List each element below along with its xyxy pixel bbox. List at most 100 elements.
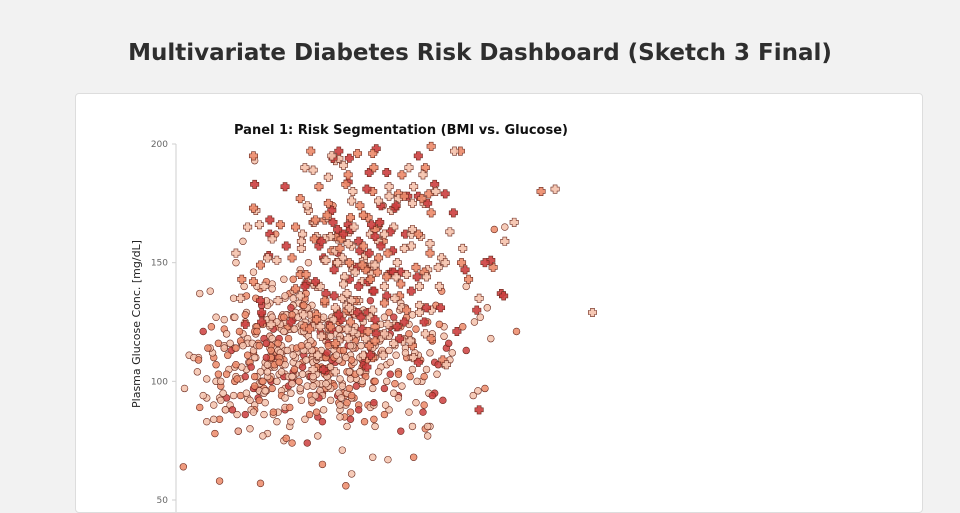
data-point-circle [304, 342, 313, 350]
data-point-circle [408, 422, 417, 431]
data-point-circle [481, 384, 489, 393]
data-point-circle [343, 422, 351, 431]
data-point-circle [386, 358, 394, 367]
data-point-circle [459, 323, 467, 331]
data-point-circle [211, 429, 219, 438]
data-point-cross [334, 310, 344, 320]
data-point-cross [281, 241, 291, 251]
data-point-circle [356, 368, 364, 376]
data-point-circle [419, 408, 427, 416]
data-point-circle [221, 406, 230, 414]
data-point-cross [323, 198, 333, 208]
data-point-cross [550, 184, 560, 194]
data-point-cross [383, 248, 393, 258]
data-point-circle [304, 258, 313, 267]
data-point-circle [420, 401, 428, 409]
data-point-cross [337, 253, 347, 263]
data-point-circle [433, 370, 441, 378]
data-point-circle [318, 460, 327, 469]
data-point-circle [483, 304, 491, 312]
data-point-cross [499, 291, 509, 301]
data-point-circle [217, 396, 225, 405]
data-point-cross [390, 293, 400, 303]
data-point-circle [408, 311, 417, 319]
data-point-circle [319, 313, 328, 321]
data-point-cross [240, 319, 250, 329]
data-point-cross [334, 146, 344, 156]
data-point-circle [397, 427, 405, 435]
data-point-circle [401, 349, 410, 357]
data-point-cross [343, 239, 353, 249]
data-point-cross [392, 322, 402, 332]
data-point-circle [423, 422, 432, 431]
data-point-circle [232, 344, 240, 352]
data-point-cross [367, 220, 377, 230]
data-point-cross [399, 243, 409, 253]
data-point-circle [267, 346, 275, 355]
data-point-cross [383, 319, 393, 329]
data-point-cross [358, 350, 368, 360]
data-point-circle [232, 258, 240, 267]
data-point-circle [243, 351, 252, 359]
data-point-cross [314, 182, 324, 192]
data-point-circle [302, 356, 310, 364]
data-point-circle [309, 372, 317, 381]
data-point-circle [440, 332, 448, 340]
data-point-circle [196, 289, 204, 298]
data-point-circle [210, 401, 218, 409]
data-point-cross [344, 303, 354, 313]
data-point-circle [370, 415, 378, 424]
data-point-circle [287, 389, 295, 397]
data-point-cross [378, 350, 388, 360]
data-point-cross [257, 317, 267, 327]
data-point-cross [441, 360, 451, 370]
data-point-circle [239, 342, 247, 350]
data-point-cross [236, 293, 246, 303]
data-point-cross [365, 274, 375, 284]
data-point-cross [342, 289, 352, 299]
data-point-circle [226, 339, 234, 348]
data-point-circle [206, 287, 214, 295]
data-point-cross [338, 279, 348, 289]
data-point-cross [411, 262, 421, 272]
data-point-circle [412, 398, 420, 407]
data-point-circle [386, 370, 394, 378]
data-point-cross [329, 291, 339, 301]
data-point-cross [374, 196, 384, 206]
data-point-cross [371, 144, 381, 154]
data-point-cross [389, 338, 399, 348]
data-point-cross [300, 281, 310, 291]
data-point-circle [246, 425, 254, 433]
data-point-cross [358, 241, 368, 251]
data-point-circle [336, 375, 344, 383]
data-point-circle [394, 370, 403, 378]
data-point-cross [341, 179, 351, 189]
data-point-circle [345, 368, 354, 376]
data-point-circle [309, 382, 317, 390]
y-tick-label: 200 [151, 140, 168, 150]
data-point-circle [462, 346, 470, 355]
data-point-cross [343, 170, 353, 180]
data-point-circle [370, 398, 378, 407]
data-point-cross [265, 215, 275, 225]
data-point-circle [179, 463, 188, 471]
data-point-cross [363, 326, 373, 336]
data-point-cross [458, 243, 468, 253]
data-point-cross [413, 151, 423, 161]
data-point-circle [220, 344, 228, 352]
data-point-cross [440, 258, 450, 268]
data-point-circle [346, 415, 355, 424]
data-point-circle [240, 282, 248, 291]
data-point-cross [357, 260, 367, 270]
y-tick-label: 50 [157, 496, 169, 506]
data-point-cross [364, 248, 374, 258]
data-point-circle [335, 325, 343, 333]
data-point-circle [371, 422, 379, 431]
data-point-cross [266, 319, 276, 329]
data-point-cross [460, 265, 470, 275]
data-point-cross [436, 303, 446, 313]
data-point-circle [476, 313, 484, 321]
data-point-circle [280, 327, 288, 336]
data-point-circle [199, 391, 207, 400]
data-point-circle [220, 315, 228, 324]
